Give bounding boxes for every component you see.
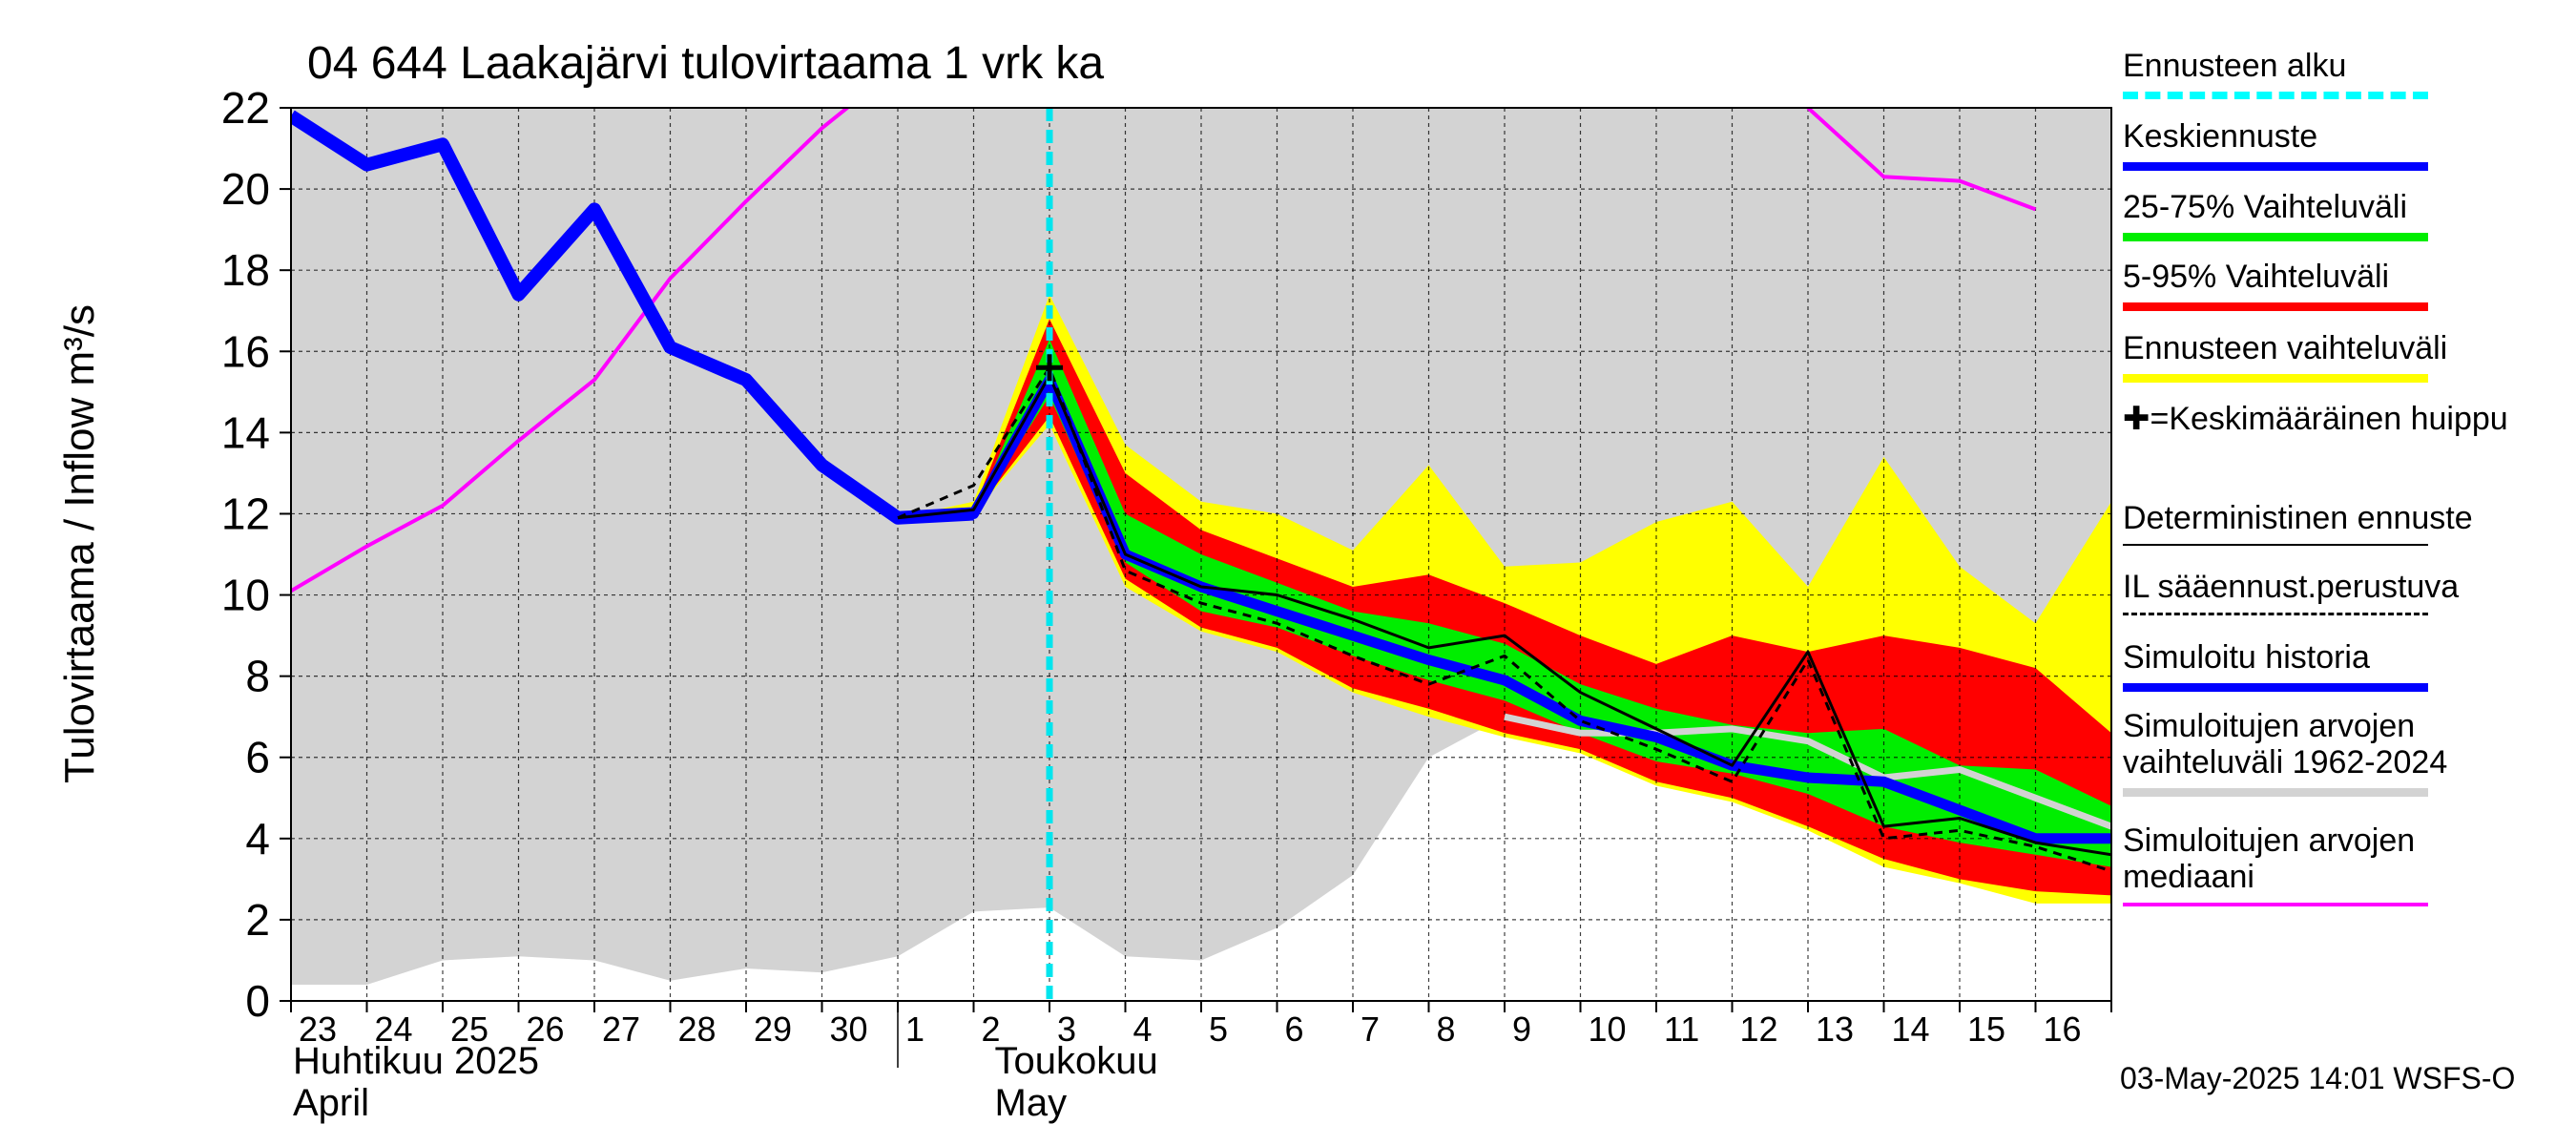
x-tick-label: 28: [677, 1010, 716, 1049]
legend-swatch: [2123, 162, 2428, 171]
legend-label: Simuloitujen arvojen vaihteluväli 1962-2…: [2123, 708, 2448, 781]
legend-label: Simuloitu historia: [2123, 639, 2370, 676]
legend-swatch: [2123, 92, 2428, 99]
legend-item: Ennusteen vaihteluväli: [2123, 330, 2557, 383]
x-tick-label: 2: [981, 1010, 1000, 1049]
x-tick-label: 30: [829, 1010, 867, 1049]
y-tick-label: 10: [221, 571, 270, 620]
x-tick-label: 7: [1361, 1010, 1380, 1049]
legend-label: ✚=Keskimääräinen huippu: [2123, 401, 2508, 437]
x-tick-label: 29: [754, 1010, 792, 1049]
x-tick-label: 8: [1436, 1010, 1455, 1049]
series-simuloitujen-arvojen-mediaani: [291, 108, 2037, 593]
y-tick-label: 18: [221, 245, 270, 295]
x-tick-label: 5: [1209, 1010, 1228, 1049]
x-tick-label: 25: [450, 1010, 488, 1049]
legend-label: Simuloitujen arvojen mediaani: [2123, 822, 2416, 895]
legend-label: IL sääennust.perustuva: [2123, 569, 2460, 605]
y-tick-label: 2: [245, 895, 270, 945]
y-axis-label: Tulovirtaama / Inflow m³/s: [56, 304, 103, 783]
legend-label: Ennusteen vaihteluväli: [2123, 330, 2448, 366]
x-tick-label: 16: [2043, 1010, 2081, 1049]
legend-item: IL sääennust.perustuva: [2123, 569, 2557, 615]
legend-label: 25-75% Vaihteluväli: [2123, 189, 2407, 225]
legend-item: 25-75% Vaihteluväli: [2123, 189, 2557, 241]
legend-swatch: [2123, 544, 2428, 546]
legend-swatch: [2123, 613, 2428, 615]
x-tick-label: 10: [1588, 1010, 1626, 1049]
series-simuloitujen-arvojen-vaihteluv-li-1962-2024-median-: [1504, 713, 2111, 830]
legend-swatch: [2123, 683, 2428, 692]
legend-swatch: [2123, 233, 2428, 241]
x-tick-label: 26: [526, 1010, 564, 1049]
x-tick-label: 23: [299, 1010, 337, 1049]
legend-item: Keskiennuste: [2123, 118, 2557, 171]
x-tick-label: 24: [374, 1010, 412, 1049]
x-tick-label: 9: [1512, 1010, 1531, 1049]
legend-label: Ennusteen alku: [2123, 48, 2347, 84]
x-tick-label: 27: [602, 1010, 640, 1049]
legend-item: 5-95% Vaihteluväli: [2123, 259, 2557, 311]
legend-item: Simuloitujen arvojen vaihteluväli 1962-2…: [2123, 708, 2557, 797]
x-tick-label: 14: [1891, 1010, 1929, 1049]
y-tick-label: 6: [245, 733, 270, 782]
x-tick-label: 15: [1967, 1010, 2005, 1049]
series-il-s-ennust-perustuva: [897, 365, 2111, 873]
y-tick-label: 12: [221, 489, 270, 538]
month-label-en: May: [995, 1082, 1068, 1124]
month-label-en: April: [293, 1082, 369, 1124]
x-tick-label: 3: [1057, 1010, 1076, 1049]
y-tick-label: 20: [221, 164, 270, 214]
x-tick-label: 11: [1664, 1010, 1699, 1049]
x-tick-label: 1: [905, 1010, 924, 1049]
timestamp: 03-May-2025 14:01 WSFS-O: [2120, 1061, 2516, 1095]
peak-marker: [1036, 354, 1063, 382]
legend-label: Deterministinen ennuste: [2123, 500, 2473, 536]
y-tick-label: 14: [221, 407, 270, 457]
month-label-fi: Huhtikuu 2025: [293, 1040, 539, 1082]
month-label-fi: Toukokuu: [995, 1040, 1158, 1082]
chart-title: 04 644 Laakajärvi tulovirtaama 1 vrk ka: [307, 38, 1104, 89]
x-tick-label: 6: [1284, 1010, 1303, 1049]
y-tick-label: 0: [245, 976, 270, 1026]
legend-item: Deterministinen ennuste: [2123, 500, 2557, 546]
legend-item: ✚=Keskimääräinen huippu: [2123, 401, 2557, 437]
legend-swatch: [2123, 903, 2428, 906]
y-tick-label: 8: [245, 652, 270, 701]
legend-item: Ennusteen alku: [2123, 48, 2557, 99]
legend-swatch: [2123, 788, 2428, 797]
legend-item: Simuloitujen arvojen mediaani: [2123, 822, 2557, 906]
series-simuloitu-historia: [291, 110, 974, 525]
x-tick-label: 13: [1816, 1010, 1854, 1049]
legend-label: Keskiennuste: [2123, 118, 2318, 155]
legend-item: Simuloitu historia: [2123, 639, 2557, 692]
y-tick-label: 4: [245, 814, 270, 864]
legend-swatch: [2123, 302, 2428, 311]
series-deterministinen-ennuste: [897, 374, 2111, 857]
y-tick-label: 16: [221, 326, 270, 376]
y-tick-label: 22: [221, 83, 270, 133]
x-tick-label: 4: [1132, 1010, 1152, 1049]
x-tick-label: 12: [1739, 1010, 1777, 1049]
legend-label: 5-95% Vaihteluväli: [2123, 259, 2390, 295]
legend-swatch: [2123, 374, 2428, 383]
